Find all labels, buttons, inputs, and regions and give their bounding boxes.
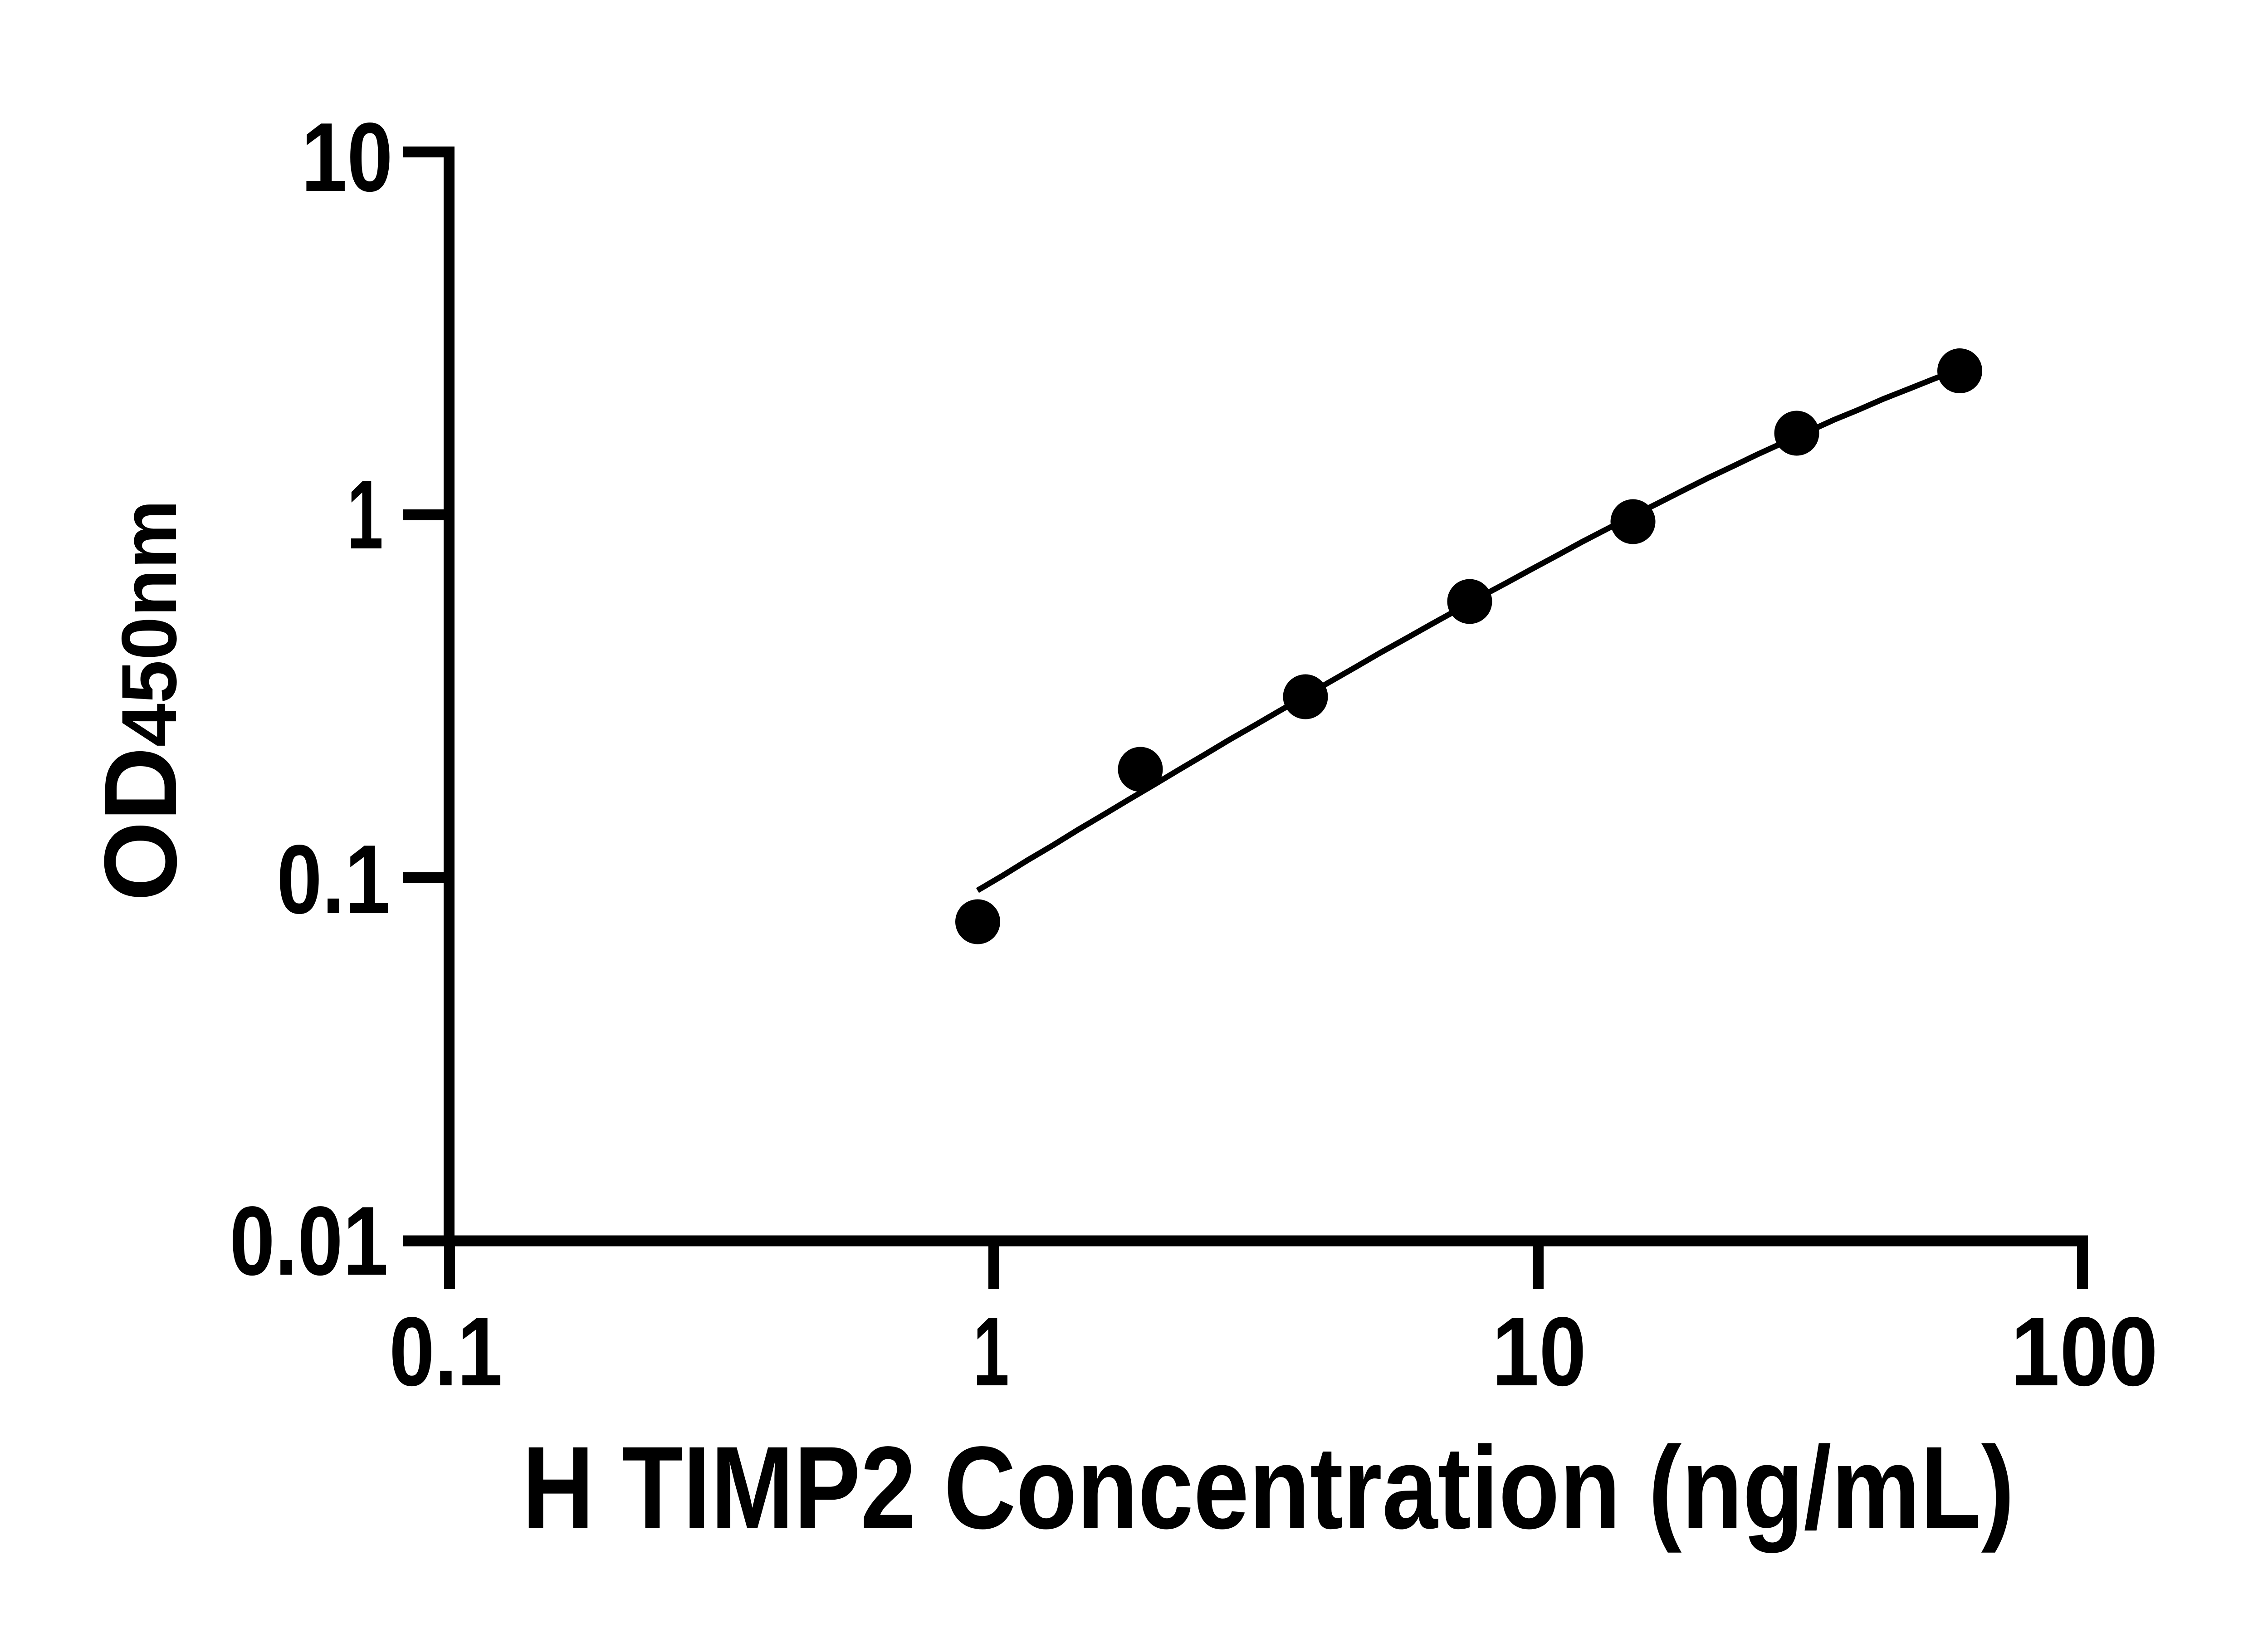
svg-text:0.1: 0.1 <box>389 1296 503 1406</box>
svg-text:OD450nm: OD450nm <box>83 500 198 901</box>
svg-text:H TIMP2 Concentration (ng/mL): H TIMP2 Concentration (ng/mL) <box>522 1422 2014 1554</box>
svg-text:0.1: 0.1 <box>277 824 390 934</box>
svg-text:100: 100 <box>2011 1296 2158 1406</box>
svg-text:1: 1 <box>347 460 383 569</box>
svg-text:10: 10 <box>301 102 393 212</box>
svg-text:10: 10 <box>1492 1296 1586 1406</box>
svg-text:0.01: 0.01 <box>230 1186 388 1296</box>
svg-text:1: 1 <box>973 1296 1009 1406</box>
